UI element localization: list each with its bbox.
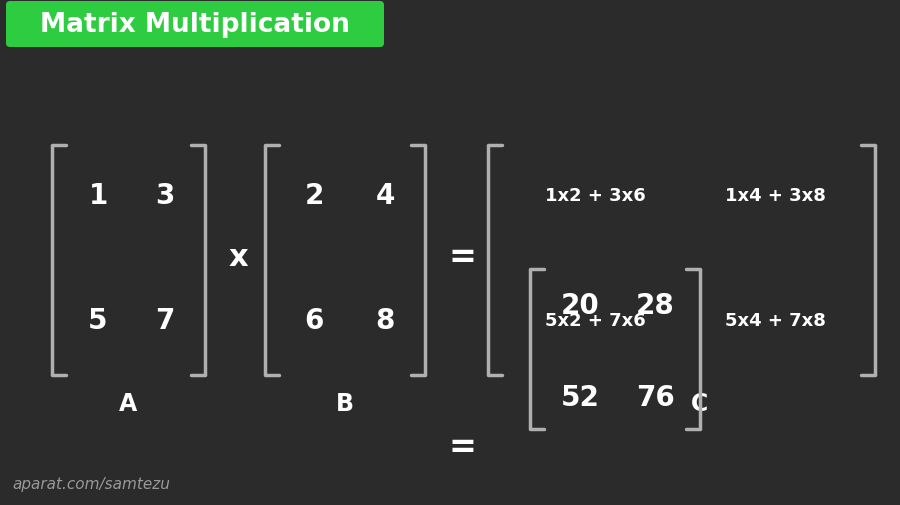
Text: 3: 3 — [156, 182, 175, 210]
Text: 1x2 + 3x6: 1x2 + 3x6 — [544, 187, 645, 205]
Text: B: B — [336, 391, 354, 415]
Text: 7: 7 — [156, 307, 175, 334]
Text: =: = — [448, 431, 476, 464]
Text: 5x2 + 7x6: 5x2 + 7x6 — [544, 312, 645, 329]
FancyBboxPatch shape — [6, 2, 384, 48]
Text: Matrix Multiplication: Matrix Multiplication — [40, 12, 350, 38]
Text: A: A — [120, 391, 138, 415]
Text: 8: 8 — [375, 307, 395, 334]
Text: 1x4 + 3x8: 1x4 + 3x8 — [724, 187, 825, 205]
Text: 1: 1 — [88, 182, 108, 210]
Text: 4: 4 — [375, 182, 395, 210]
Text: x: x — [229, 243, 248, 272]
Text: 28: 28 — [635, 291, 674, 319]
Text: 6: 6 — [304, 307, 324, 334]
Text: C: C — [691, 391, 708, 415]
Text: 5x4 + 7x8: 5x4 + 7x8 — [724, 312, 825, 329]
Text: 20: 20 — [561, 291, 599, 319]
Text: 52: 52 — [561, 383, 599, 411]
Text: 5: 5 — [88, 307, 108, 334]
Text: 2: 2 — [304, 182, 324, 210]
Text: 76: 76 — [635, 383, 674, 411]
Text: aparat.com/samtezu: aparat.com/samtezu — [12, 476, 170, 491]
Text: =: = — [448, 241, 476, 274]
